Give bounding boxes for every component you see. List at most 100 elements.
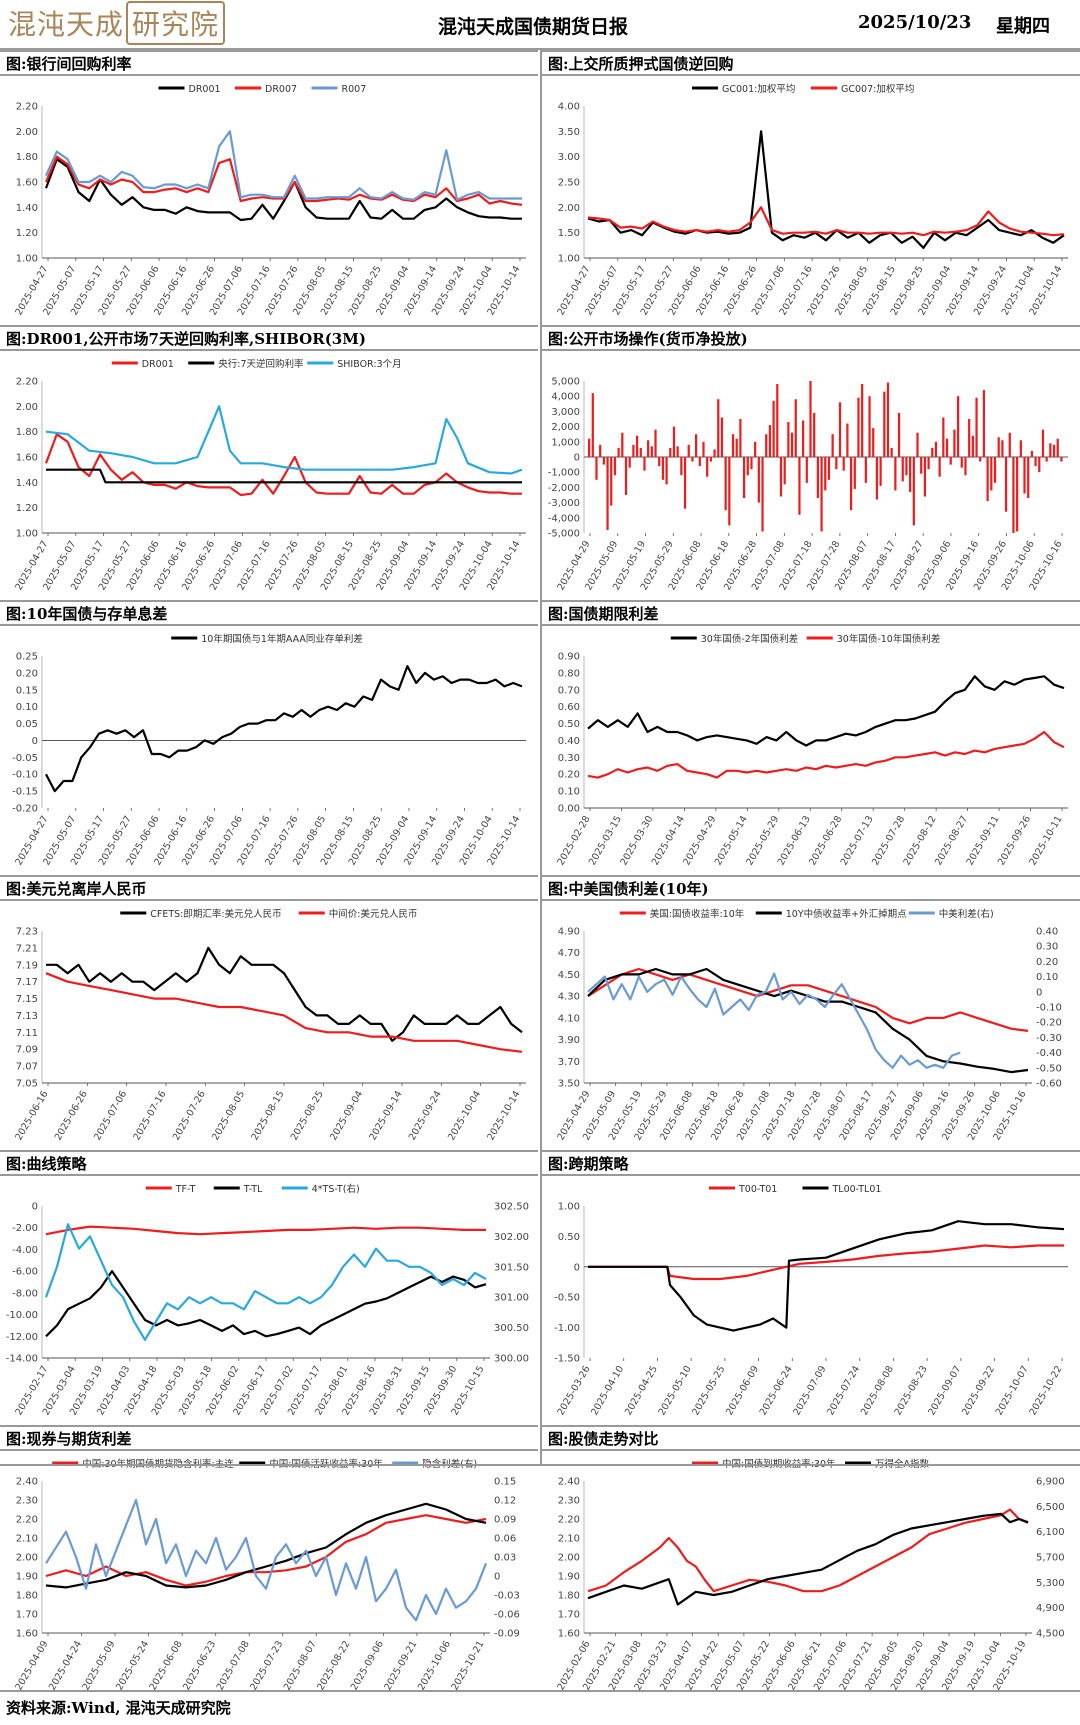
bar xyxy=(672,426,676,457)
bar xyxy=(1030,450,1034,457)
y-tick-label: 7.21 xyxy=(16,943,38,954)
bar xyxy=(691,457,694,462)
legend-label: DR001 xyxy=(189,84,221,95)
y2-tick-label: 300.00 xyxy=(494,1354,529,1365)
bar xyxy=(927,457,930,470)
y2-tick-label: 300.50 xyxy=(494,1323,529,1334)
series-line xyxy=(45,1502,487,1589)
series-line xyxy=(588,1244,1064,1281)
bar xyxy=(599,444,602,457)
y2-tick-label: 6,900 xyxy=(1036,1477,1065,1488)
y-tick-label: 0 xyxy=(32,736,38,747)
x-tick-label: 2025-03-26 xyxy=(555,1364,592,1417)
y-tick-label: 2.30 xyxy=(558,1496,580,1507)
x-tick-label: 2025-09-04 xyxy=(328,1089,365,1142)
y-tick-label: 2.50 xyxy=(558,178,580,189)
y2-tick-label: -0.10 xyxy=(1036,1003,1062,1014)
bar xyxy=(1056,438,1059,457)
bar xyxy=(979,457,982,462)
y-tick-label: 1.00 xyxy=(16,529,38,540)
x-tick-label: 2025-09-21 xyxy=(382,1639,419,1692)
bar xyxy=(683,457,687,509)
chart-title: 图:银行间回购利率 xyxy=(0,50,538,76)
y-tick-label: 2.40 xyxy=(558,1477,580,1488)
y2-tick-label: 0.12 xyxy=(494,1496,516,1507)
y-tick-label: 7.11 xyxy=(16,1028,38,1039)
bar xyxy=(647,440,650,457)
y2-tick-label: -0.60 xyxy=(1036,1079,1062,1090)
chart-panel: 图:DR001,公开市场7天逆回购利率,SHIBOR(3M) DR001 央行:7天… xyxy=(0,325,538,599)
bar xyxy=(982,390,986,457)
x-tick-label: 2025-08-12 xyxy=(902,814,939,867)
bar xyxy=(613,457,617,476)
bar xyxy=(731,434,735,457)
legend-label: CFETS:即期汇率:美元兑人民币 xyxy=(150,908,281,920)
chart-panel: 图:公开市场操作(货币净投放) -5,000 -4,000 -3,000 -2,000-… xyxy=(542,325,1080,599)
x-tick-label: 2025-08-08 xyxy=(859,1364,896,1417)
y-tick-label: 2.00 xyxy=(16,127,38,138)
chart-svg: 中国:30年期国债期货隐含利率:主连中国:国债活跃收益率:30年隐含利差(右)1… xyxy=(13,1458,520,1692)
y-tick-label: 7.13 xyxy=(16,1011,38,1022)
y-tick-label: 2.00 xyxy=(16,1553,38,1564)
chart-svg: 中国:国债到期收益率:30年万得全A指数1.601.701.801.902.00… xyxy=(555,1458,1065,1692)
y-tick-label: 1.50 xyxy=(558,228,580,239)
report-weekday: 星期四 xyxy=(996,16,1050,37)
bar xyxy=(639,447,642,457)
chart-legend: 10年期国债与1年期AAA同业存单利差 xyxy=(171,633,363,645)
chart-svg: T00-T01 TL00-TL01 -1.50 -1.00 -0.50 0 0.50 1.00… xyxy=(554,1184,1068,1417)
x-tick-label: 2025-05-10 xyxy=(657,1364,694,1417)
y-tick-label: 4.00 xyxy=(558,102,580,113)
y-tick-label: 7.09 xyxy=(16,1045,38,1056)
bar xyxy=(610,457,613,506)
y2-tick-label: -0.03 xyxy=(494,1591,520,1602)
y-tick-label: 0.80 xyxy=(558,668,580,679)
y-tick-label: -6.00 xyxy=(12,1267,38,1278)
y-tick-label: 0.90 xyxy=(558,652,580,663)
bar xyxy=(931,447,934,457)
bar xyxy=(750,457,753,470)
bar xyxy=(986,457,989,502)
chart-legend: 30年国债-2年国债利差 30年国债-10年国债利差 xyxy=(670,633,941,645)
y-tick-label: -4.00 xyxy=(12,1245,38,1256)
bar xyxy=(624,457,628,495)
x-tick-label: 2025-04-10 xyxy=(589,1364,626,1417)
legend-label: TF-T xyxy=(175,1184,196,1195)
y-tick-label: 3.50 xyxy=(558,1079,580,1090)
bar xyxy=(813,412,816,457)
x-tick-label: 2025-07-09 xyxy=(791,1364,828,1417)
y-tick-label: 2.40 xyxy=(16,1477,38,1488)
y-tick-label: 2,000 xyxy=(551,422,580,433)
legend-label: DR001 xyxy=(142,359,174,370)
bar xyxy=(868,396,871,457)
bar xyxy=(861,384,864,457)
legend-label: 美国:国债收益率:10年 xyxy=(650,908,745,920)
y-tick-label: 1.00 xyxy=(558,254,580,265)
bar xyxy=(897,412,901,457)
bar xyxy=(687,444,690,457)
y-tick-label: 0.20 xyxy=(16,668,38,679)
bar xyxy=(632,444,635,457)
bar xyxy=(779,457,783,497)
x-tick-label: 2025-07-13 xyxy=(839,814,876,867)
legend-label: 30年国债-10年国债利差 xyxy=(837,633,941,645)
y2-tick-label: -0.40 xyxy=(1036,1048,1062,1059)
legend-label: GC001:加权平均 xyxy=(722,83,795,95)
y2-tick-label: 0.15 xyxy=(494,1477,516,1488)
chart-legend: TF-T T-TL 4*TS-T(右) xyxy=(145,1183,360,1195)
bar xyxy=(864,457,867,483)
series-line xyxy=(44,158,522,222)
chart-title: 图:上交所质押式国债逆回购 xyxy=(542,50,1080,76)
series-line xyxy=(45,1498,488,1622)
y-tick-label: 0.00 xyxy=(558,804,580,815)
bar xyxy=(698,457,701,467)
series-line xyxy=(587,675,1065,747)
bar xyxy=(728,457,731,526)
y-tick-label: 0.40 xyxy=(558,736,580,747)
x-tick-label: 2025-06-28 xyxy=(807,814,844,867)
bar xyxy=(820,457,823,532)
chart-svg: TF-T T-TL 4*TS-T(右) -14.00 -12.00 -10.00 -8.00… xyxy=(6,1183,529,1417)
chart-title: 图:中美国债利差(10年) xyxy=(542,875,1080,901)
y-tick-label: 4.30 xyxy=(558,992,580,1003)
y-tick-label: 2.10 xyxy=(558,1534,580,1545)
bar xyxy=(809,381,812,457)
